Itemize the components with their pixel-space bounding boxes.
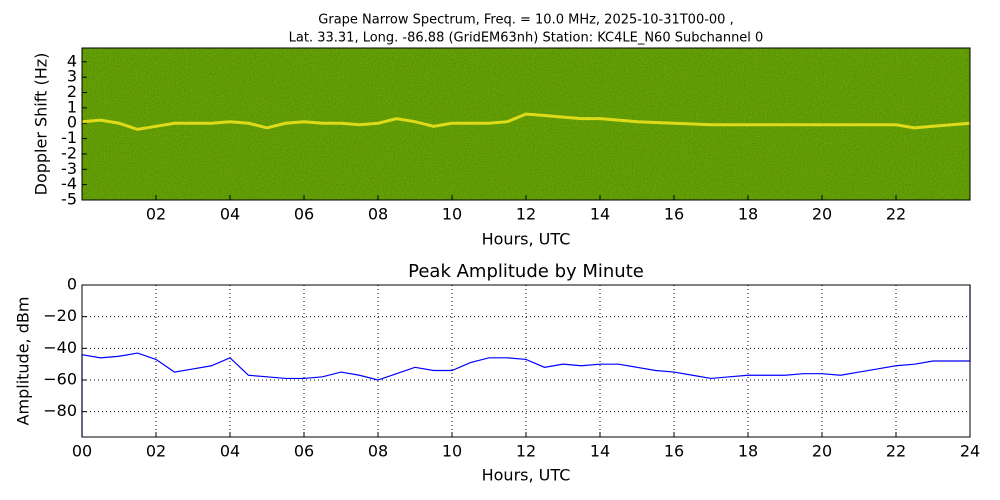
plot-frame — [81, 284, 971, 438]
y-tick-label: -5 — [61, 190, 77, 209]
chart-subtitle: Lat. 33.31, Long. -86.88 (GridEM63nh) St… — [289, 31, 764, 46]
y-tick-label: 4 — [67, 51, 77, 70]
y-tick-label: −60 — [43, 370, 77, 389]
x-tick-label: 06 — [294, 205, 314, 224]
x-axis-label: Hours, UTC — [482, 466, 571, 485]
y-tick-label: −40 — [43, 338, 77, 357]
x-tick-label: 04 — [220, 205, 240, 224]
x-tick-label: 18 — [738, 442, 758, 461]
y-tick-label: −20 — [43, 306, 77, 325]
x-tick-label: 02 — [146, 205, 166, 224]
x-tick-label: 18 — [738, 205, 758, 224]
x-tick-label: 10 — [442, 205, 462, 224]
x-tick-label: 14 — [590, 205, 610, 224]
x-tick-label: 20 — [812, 442, 832, 461]
x-tick-label: 00 — [72, 442, 92, 461]
y-tick-label: −80 — [43, 401, 77, 420]
x-tick-label: 08 — [368, 205, 388, 224]
y-tick-label: -2 — [61, 143, 77, 162]
x-tick-label: 12 — [516, 205, 536, 224]
y-tick-label: 3 — [67, 67, 77, 86]
x-axis-label: Hours, UTC — [482, 230, 571, 249]
amplitude-line — [81, 285, 971, 437]
x-tick-label: 22 — [886, 205, 906, 224]
x-tick-label: 06 — [294, 442, 314, 461]
plot-frame — [81, 47, 971, 201]
x-tick-label: 14 — [590, 442, 610, 461]
x-tick-label: 04 — [220, 442, 240, 461]
y-tick-label: 2 — [67, 82, 77, 101]
y-axis-label: Doppler Shift (Hz) — [32, 53, 51, 196]
x-tick-label: 20 — [812, 205, 832, 224]
x-tick-label: 10 — [442, 442, 462, 461]
x-tick-label: 24 — [960, 442, 980, 461]
y-tick-label: 1 — [67, 97, 77, 116]
doppler-trace — [81, 112, 971, 131]
y-axis-label: Amplitude, dBm — [14, 297, 33, 426]
x-tick-label: 16 — [664, 205, 684, 224]
x-tick-label: 08 — [368, 442, 388, 461]
y-tick-label: -4 — [61, 174, 77, 193]
x-tick-label: 12 — [516, 442, 536, 461]
x-tick-label: 16 — [664, 442, 684, 461]
x-tick-label: 02 — [146, 442, 166, 461]
y-tick-label: 0 — [67, 275, 77, 294]
x-tick-label: 22 — [886, 442, 906, 461]
chart-title: Peak Amplitude by Minute — [408, 261, 644, 282]
y-tick-label: 0 — [67, 113, 77, 132]
chart-title: Grape Narrow Spectrum, Freq. = 10.0 MHz,… — [318, 13, 733, 28]
y-tick-label: -3 — [61, 159, 77, 178]
y-tick-label: -1 — [61, 128, 77, 147]
